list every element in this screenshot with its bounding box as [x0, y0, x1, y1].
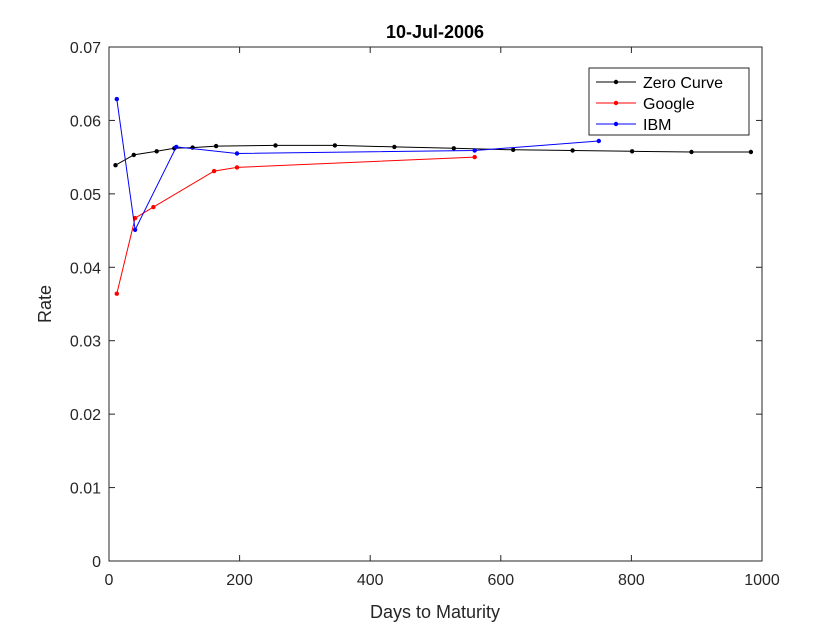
- data-point: [114, 96, 120, 102]
- series-ibm: [114, 96, 601, 232]
- tick-layer: 0 200 400 600 800 1000 0 0.01 0.02 0.03 0.04 0.05 0.…: [70, 40, 780, 589]
- x-tick-label: 0: [105, 572, 114, 589]
- data-point: [689, 149, 694, 155]
- data-point: [113, 163, 118, 168]
- data-point: [392, 144, 397, 150]
- legend-marker: [613, 100, 619, 106]
- series-line: [116, 156, 475, 294]
- y-tick-label: 0.05: [70, 187, 101, 204]
- data-point: [748, 149, 754, 155]
- y-tick-label: 0.03: [70, 334, 101, 351]
- data-point: [151, 204, 156, 210]
- data-point: [234, 151, 240, 156]
- data-point: [174, 144, 179, 150]
- data-point: [332, 143, 338, 148]
- legend-entry: Google: [596, 96, 695, 113]
- data-point: [570, 148, 575, 153]
- x-tick-label: 600: [487, 572, 514, 589]
- data-point: [114, 291, 120, 296]
- series-layer: [113, 96, 754, 296]
- y-tick-label: 0.01: [70, 481, 101, 498]
- data-point: [131, 152, 136, 158]
- data-point: [629, 149, 635, 154]
- x-tick-label: 800: [618, 572, 645, 589]
- data-point: [451, 146, 456, 151]
- x-tick-label: 1000: [744, 572, 780, 589]
- x-tick-label: 200: [226, 572, 253, 589]
- data-point: [213, 143, 219, 149]
- series-google: [114, 154, 477, 296]
- legend-label: Google: [643, 96, 695, 113]
- data-point: [472, 154, 477, 160]
- plot-box: [108, 46, 763, 562]
- series-line: [116, 99, 599, 232]
- legend-label: Zero Curve: [643, 75, 723, 92]
- y-tick-label: 0.06: [70, 113, 101, 130]
- legend-entries: Zero Curve Google IBM: [596, 75, 723, 134]
- y-tick-label: 0: [92, 554, 101, 571]
- data-point: [211, 168, 217, 174]
- data-point: [472, 148, 477, 153]
- data-point: [234, 165, 240, 170]
- data-point: [154, 149, 159, 154]
- data-point: [511, 147, 516, 152]
- legend-label: IBM: [643, 117, 671, 134]
- legend-entry: IBM: [596, 117, 671, 134]
- legend-marker: [613, 121, 619, 127]
- x-tick-label: 400: [357, 572, 384, 589]
- data-point: [596, 138, 601, 144]
- y-axis-label: Rate: [35, 285, 55, 323]
- y-tick-label: 0.04: [70, 260, 101, 277]
- legend: Zero Curve Google IBM: [588, 67, 750, 136]
- chart-title: 10-Jul-2006: [386, 22, 484, 42]
- series-zero-curve: [113, 143, 754, 168]
- legend-entry: Zero Curve: [596, 75, 723, 92]
- legend-marker: [613, 79, 619, 85]
- x-axis-label: Days to Maturity: [370, 602, 500, 622]
- y-tick-label: 0.07: [70, 40, 101, 57]
- y-tick-label: 0.02: [70, 407, 101, 424]
- data-point: [132, 227, 138, 232]
- data-point: [273, 143, 278, 148]
